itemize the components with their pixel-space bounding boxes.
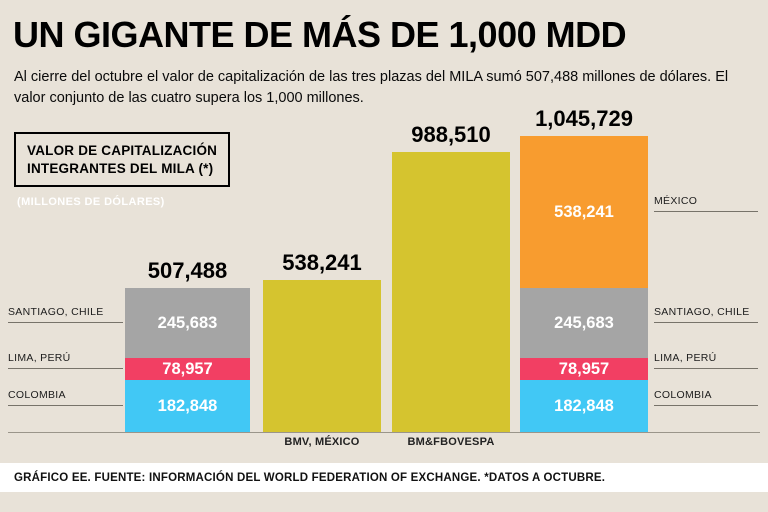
bar-segment-santiago-chile: 245,683	[125, 288, 250, 358]
segment-value-label: 182,848	[157, 396, 218, 415]
bar-segment-santiago-chile: 245,683	[520, 288, 648, 358]
page-subtitle: Al cierre del octubre el valor de capita…	[14, 69, 729, 107]
segment-value-label: 182,848	[554, 396, 614, 415]
chart-baseline	[8, 432, 760, 433]
right-category-label-colombia: COLOMBIA	[654, 389, 758, 407]
left-category-label-colombia: COLOMBIA	[8, 389, 123, 407]
bar-segment-bm-fbovespa	[392, 152, 510, 432]
bar-segment-colombia: 182,848	[125, 380, 250, 432]
bar-total-label-bmv-m-xico: 538,241	[282, 249, 362, 275]
bar-total-label-bm-fbovespa: 988,510	[411, 122, 491, 148]
bar-segment-m-xico: 538,241	[520, 136, 648, 289]
bar-segment-lima-per: 78,957	[520, 357, 648, 381]
bar-total-label-mila-m-xico: 1,045,729	[535, 106, 633, 132]
source-credit: GRÁFICO EE. FUENTE: INFORMACIÓN DEL WORL…	[14, 471, 606, 484]
chart-title-line2: INTEGRANTES DEL MILA (*)	[27, 160, 214, 176]
bar-segment-colombia: 182,848	[520, 380, 648, 432]
bar-segment-bmv-m-xico	[263, 279, 381, 432]
segment-value-label: 78,957	[558, 359, 610, 378]
chart-title-box: VALOR DE CAPITALIZACIÓN INTEGRANTES DEL …	[14, 132, 231, 188]
chart-title-line1: VALOR DE CAPITALIZACIÓN	[27, 143, 218, 158]
segment-value-label: 245,683	[157, 313, 218, 332]
right-category-label-santiago-chile: SANTIAGO, CHILE	[654, 306, 758, 324]
chart-units-label: (MILLONES DE DÓLARES)	[17, 196, 165, 208]
bar-total-label-mila: 507,488	[147, 258, 228, 284]
segment-value-label: 538,241	[554, 202, 614, 221]
page-title: UN GIGANTE DE MÁS DE 1,000 MDD	[13, 14, 627, 55]
segment-value-label: 245,683	[554, 313, 614, 332]
left-category-label-santiago-chile: SANTIAGO, CHILE	[8, 306, 123, 324]
segment-value-label: 78,957	[162, 359, 213, 378]
right-category-label-lima-per: LIMA, PERÚ	[654, 352, 758, 370]
footer-bar: GRÁFICO EE. FUENTE: INFORMACIÓN DEL WORL…	[0, 463, 768, 492]
left-category-label-lima-per: LIMA, PERÚ	[8, 352, 123, 370]
right-category-label-m-xico: MÉXICO	[654, 195, 758, 213]
x-axis-label-bmv-m-xico: BMV, MÉXICO	[284, 436, 360, 448]
bar-segment-lima-per: 78,957	[125, 357, 250, 381]
x-axis-label-bm-fbovespa: BM&FBOVESPA	[407, 436, 495, 448]
